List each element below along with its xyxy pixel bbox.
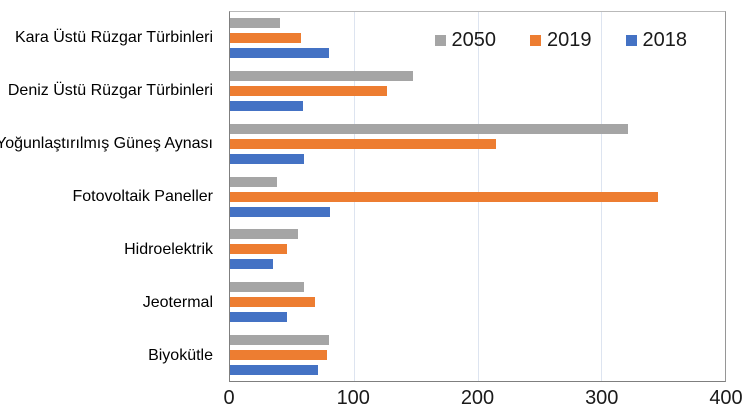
bar-2018-deniz-ustu-ruzgar-turbinleri: [230, 101, 303, 112]
category-label-jeotermal: Jeotermal: [142, 293, 213, 311]
legend-label-2050: 2050: [451, 29, 497, 51]
bar-2019-biyokutle: [230, 349, 327, 360]
bar-2018-fotovoltaik-paneller: [230, 206, 331, 217]
bar-2050-biyokutle: [230, 334, 329, 345]
legend-item-2018: 2018: [625, 29, 688, 52]
x-tick-label-200: 200: [460, 387, 495, 409]
x-tick-label-0: 0: [223, 387, 235, 409]
bar-2018-yogunlastirilmis-gunes-aynasi: [230, 153, 305, 164]
bar-group-jeotermal: [230, 276, 725, 329]
category-label-fotovoltaik-paneller: Fotovoltaik Paneller: [72, 187, 213, 205]
plot-area: 2050 2019 2018: [229, 11, 726, 382]
bar-2050-hidroelektrik: [230, 229, 299, 240]
category-label-deniz-ustu-ruzgar-turbinleri: Deniz Üstü Rüzgar Türbinleri: [7, 81, 213, 99]
bar-2019-jeotermal: [230, 296, 316, 307]
bar-group-kara-ustu-ruzgar-turbinleri: [230, 12, 725, 65]
category-label-hidroelektrik: Hidroelektrik: [124, 240, 213, 258]
category-label-kara-ustu-ruzgar-turbinleri: Kara Üstü Rüzgar Türbinleri: [14, 28, 213, 46]
legend: 2050 2019 2018: [434, 29, 688, 52]
bar-2019-hidroelektrik: [230, 244, 287, 255]
category-label-yogunlastirilmis-gunes-aynasi: Yoğunlaştırılmış Güneş Aynası: [0, 134, 213, 152]
bar-group-fotovoltaik-paneller: [230, 170, 725, 223]
x-tick-label-100: 100: [336, 387, 370, 409]
bar-2050-fotovoltaik-paneller: [230, 176, 278, 187]
bar-2019-fotovoltaik-paneller: [230, 191, 659, 202]
legend-label-2018: 2018: [642, 29, 688, 51]
bar-2050-jeotermal: [230, 281, 305, 292]
category-axis: Kara Üstü Rüzgar Türbinleri Deniz Üstü Rü…: [0, 11, 221, 382]
bar-2019-deniz-ustu-ruzgar-turbinleri: [230, 86, 388, 97]
bar-2018-jeotermal: [230, 311, 287, 322]
bar-2018-kara-ustu-ruzgar-turbinleri: [230, 48, 329, 59]
legend-item-2019: 2019: [530, 29, 592, 52]
bar-2019-kara-ustu-ruzgar-turbinleri: [230, 33, 301, 44]
legend-swatch-icon-2018: [625, 35, 637, 46]
bar-2019-yogunlastirilmis-gunes-aynasi: [230, 138, 497, 149]
bar-2050-yogunlastirilmis-gunes-aynasi: [230, 123, 629, 134]
bar-group-hidroelektrik: [230, 223, 725, 276]
bar-group-biyokutle: [230, 328, 725, 381]
bar-2050-deniz-ustu-ruzgar-turbinleri: [230, 71, 414, 82]
bar-2018-biyokutle: [230, 364, 318, 375]
x-axis: 0 100 200 300 400: [223, 387, 742, 413]
bar-groups: [230, 12, 725, 381]
x-tick-label-400: 400: [709, 387, 743, 409]
legend-swatch-icon-2050: [434, 35, 446, 46]
bar-group-deniz-ustu-ruzgar-turbinleri: [230, 65, 725, 118]
bar-2018-hidroelektrik: [230, 259, 274, 270]
legend-label-2019: 2019: [547, 29, 592, 51]
x-tick-label-300: 300: [585, 387, 619, 409]
category-label-biyokutle: Biyokütle: [148, 346, 213, 364]
legend-item-2050: 2050: [434, 29, 497, 52]
bar-group-yogunlastirilmis-gunes-aynasi: [230, 117, 725, 170]
legend-swatch-icon-2019: [530, 35, 541, 46]
bar-2050-kara-ustu-ruzgar-turbinleri: [230, 18, 280, 29]
